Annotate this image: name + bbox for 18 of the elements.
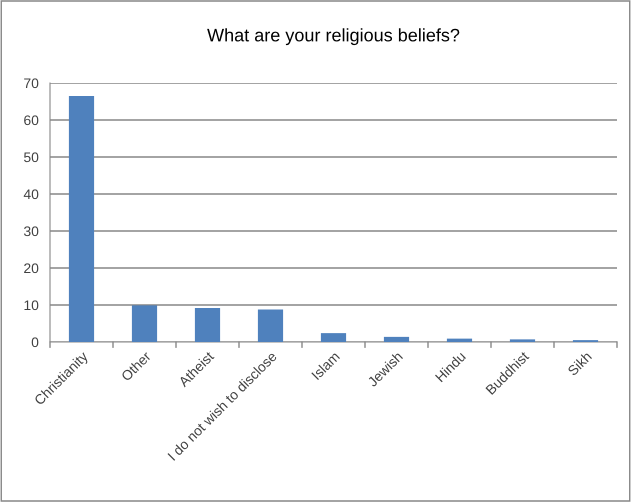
bar <box>68 96 94 342</box>
bar <box>446 338 472 342</box>
y-tick-label: 20 <box>24 263 38 274</box>
bar <box>384 336 410 342</box>
x-tick-label: Sikh <box>566 350 592 376</box>
y-tick-label: 50 <box>24 152 38 162</box>
chart-title: What are your religious beliefs? <box>207 28 460 46</box>
y-tick-label: 70 <box>24 78 38 88</box>
y-tick-label: 10 <box>24 300 38 310</box>
bar <box>320 333 346 342</box>
bar <box>510 339 536 342</box>
y-tick-label: 0 <box>32 337 38 348</box>
bar <box>132 305 158 342</box>
bar <box>258 309 284 342</box>
y-tick-label: 40 <box>24 189 38 200</box>
bar <box>194 308 220 342</box>
y-tick-label: 30 <box>24 226 38 236</box>
y-tick-label: 60 <box>24 115 38 126</box>
